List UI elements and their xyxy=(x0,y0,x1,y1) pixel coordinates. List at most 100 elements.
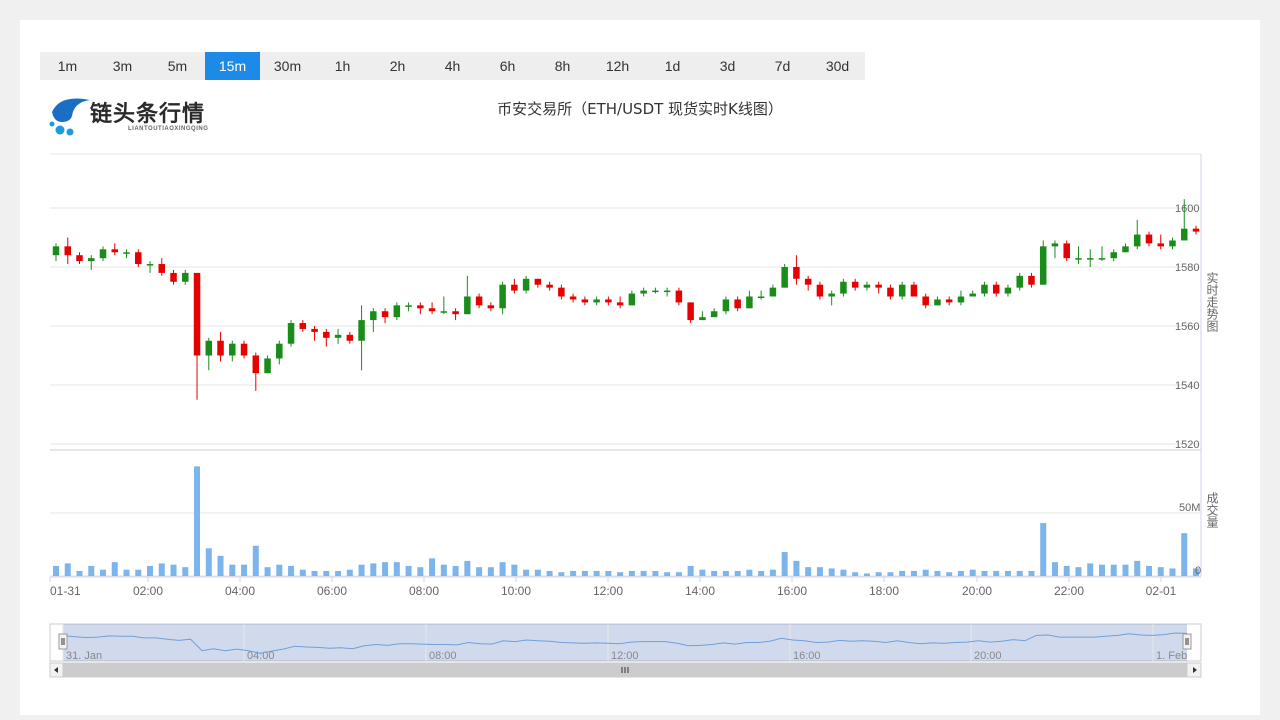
volume-bar xyxy=(382,562,389,576)
tab-4h[interactable]: 4h xyxy=(444,58,461,74)
y-axis-label: 实时走势图 xyxy=(1205,271,1219,332)
volume-bar xyxy=(758,570,765,576)
volume-bar xyxy=(664,572,671,576)
handle-box xyxy=(58,633,68,650)
tab-30m[interactable]: 30m xyxy=(273,58,302,74)
candle-body xyxy=(1004,287,1012,294)
volume-bar xyxy=(1145,565,1152,576)
navigator-series-line xyxy=(62,632,1188,654)
y-tick-label: 1600 xyxy=(1175,203,1199,215)
volume-bar xyxy=(158,563,165,576)
volume-bar xyxy=(1169,568,1176,576)
candle-body xyxy=(628,293,636,306)
navigator-left-handle[interactable] xyxy=(58,633,68,650)
candle-body xyxy=(158,264,166,273)
tab-3d[interactable]: 3d xyxy=(719,58,736,74)
volume-bar xyxy=(276,564,283,576)
volume-bar xyxy=(217,555,224,576)
candle-body xyxy=(1157,243,1164,247)
candle-body xyxy=(240,343,248,356)
candle-body xyxy=(1028,275,1035,285)
candle-body xyxy=(605,299,612,303)
volume-bar xyxy=(1028,570,1035,576)
volume-bar xyxy=(194,466,201,576)
volume-bar xyxy=(910,570,917,576)
tab-6h[interactable]: 6h xyxy=(499,58,516,74)
logo-text: 链头条行情 xyxy=(90,102,206,127)
tab-3m[interactable]: 3m xyxy=(112,58,133,74)
volume-bar xyxy=(252,545,259,576)
navigator-label: 20:00 xyxy=(974,650,1002,662)
volume-bar xyxy=(805,567,812,576)
candle-body xyxy=(1063,243,1070,259)
tab-5m[interactable]: 5m xyxy=(167,58,188,74)
tab-15m[interactable]: 15m xyxy=(205,52,260,80)
volume-bar xyxy=(852,572,859,576)
volume-bar xyxy=(546,570,553,576)
volume-bar xyxy=(699,569,706,576)
candle-body xyxy=(840,281,847,294)
volume-bar xyxy=(205,548,212,576)
navigator-label: 12:00 xyxy=(611,650,639,662)
volume-bar xyxy=(311,570,318,576)
candle-body xyxy=(52,246,60,256)
tab-2h[interactable]: 2h xyxy=(389,58,406,74)
volume-bar xyxy=(405,565,412,576)
candle-body xyxy=(910,284,918,297)
candle-body xyxy=(217,340,224,356)
candle-body xyxy=(934,299,941,306)
x-tick-label: 01-31 xyxy=(50,584,81,598)
navigator-right-handle[interactable] xyxy=(1182,633,1192,650)
volume-bar xyxy=(53,565,59,576)
grid xyxy=(50,153,1202,577)
tab-7d[interactable]: 7d xyxy=(774,58,791,74)
volume-bar xyxy=(828,568,835,576)
volume-bar xyxy=(969,569,976,576)
volume-bar xyxy=(875,572,882,576)
volume-bar xyxy=(523,569,530,576)
x-tick-label: 08:00 xyxy=(409,584,439,598)
tab-30d[interactable]: 30d xyxy=(825,58,850,74)
candle-body xyxy=(887,287,894,297)
candle-body xyxy=(746,296,753,309)
scrollbar[interactable] xyxy=(49,662,1202,678)
x-tick-label: 02-01 xyxy=(1146,584,1177,598)
volume-bar xyxy=(100,569,107,576)
tab-1h[interactable]: 1h xyxy=(334,58,351,74)
candle-body xyxy=(393,305,401,318)
volume-bar xyxy=(640,570,647,576)
tab-1m[interactable]: 1m xyxy=(57,58,78,74)
volume-bar xyxy=(746,569,753,576)
volume-bar xyxy=(170,564,177,576)
candle-body xyxy=(146,264,154,266)
candle-body xyxy=(699,317,706,321)
candle-body xyxy=(1122,246,1129,253)
tab-12h[interactable]: 12h xyxy=(605,58,630,74)
candle-body xyxy=(334,334,342,338)
candle-body xyxy=(546,284,553,288)
candle-body xyxy=(1145,234,1153,244)
volume-bar xyxy=(1004,570,1011,576)
tab-1d[interactable]: 1d xyxy=(664,58,681,74)
navigator-label: 31. Jan xyxy=(66,650,102,662)
candle-body xyxy=(440,311,448,313)
candle-body xyxy=(804,278,812,285)
volume-bar xyxy=(1122,564,1129,576)
candle-body xyxy=(616,302,624,306)
tab-8h[interactable]: 8h xyxy=(554,58,571,74)
candle-body xyxy=(558,287,565,297)
volume-bar xyxy=(734,570,741,576)
volume-bar xyxy=(652,570,659,576)
logo-icon xyxy=(49,98,90,136)
navigator[interactable]: 31. Jan 04:00 08:00 12:00 16:00 20:00 1. Feb xyxy=(49,623,1202,678)
candle-body xyxy=(323,331,330,338)
logo: 链头条行情 LIANTOUTIAOXINGQING xyxy=(48,92,218,140)
volume-bar xyxy=(476,567,483,576)
x-tick-label: 18:00 xyxy=(869,584,899,598)
candle-body xyxy=(945,299,953,303)
scroll-left-arrow-icon xyxy=(54,667,58,673)
volume-bars xyxy=(53,466,1199,576)
volume-bar xyxy=(393,562,400,576)
volume-bar xyxy=(570,570,577,576)
